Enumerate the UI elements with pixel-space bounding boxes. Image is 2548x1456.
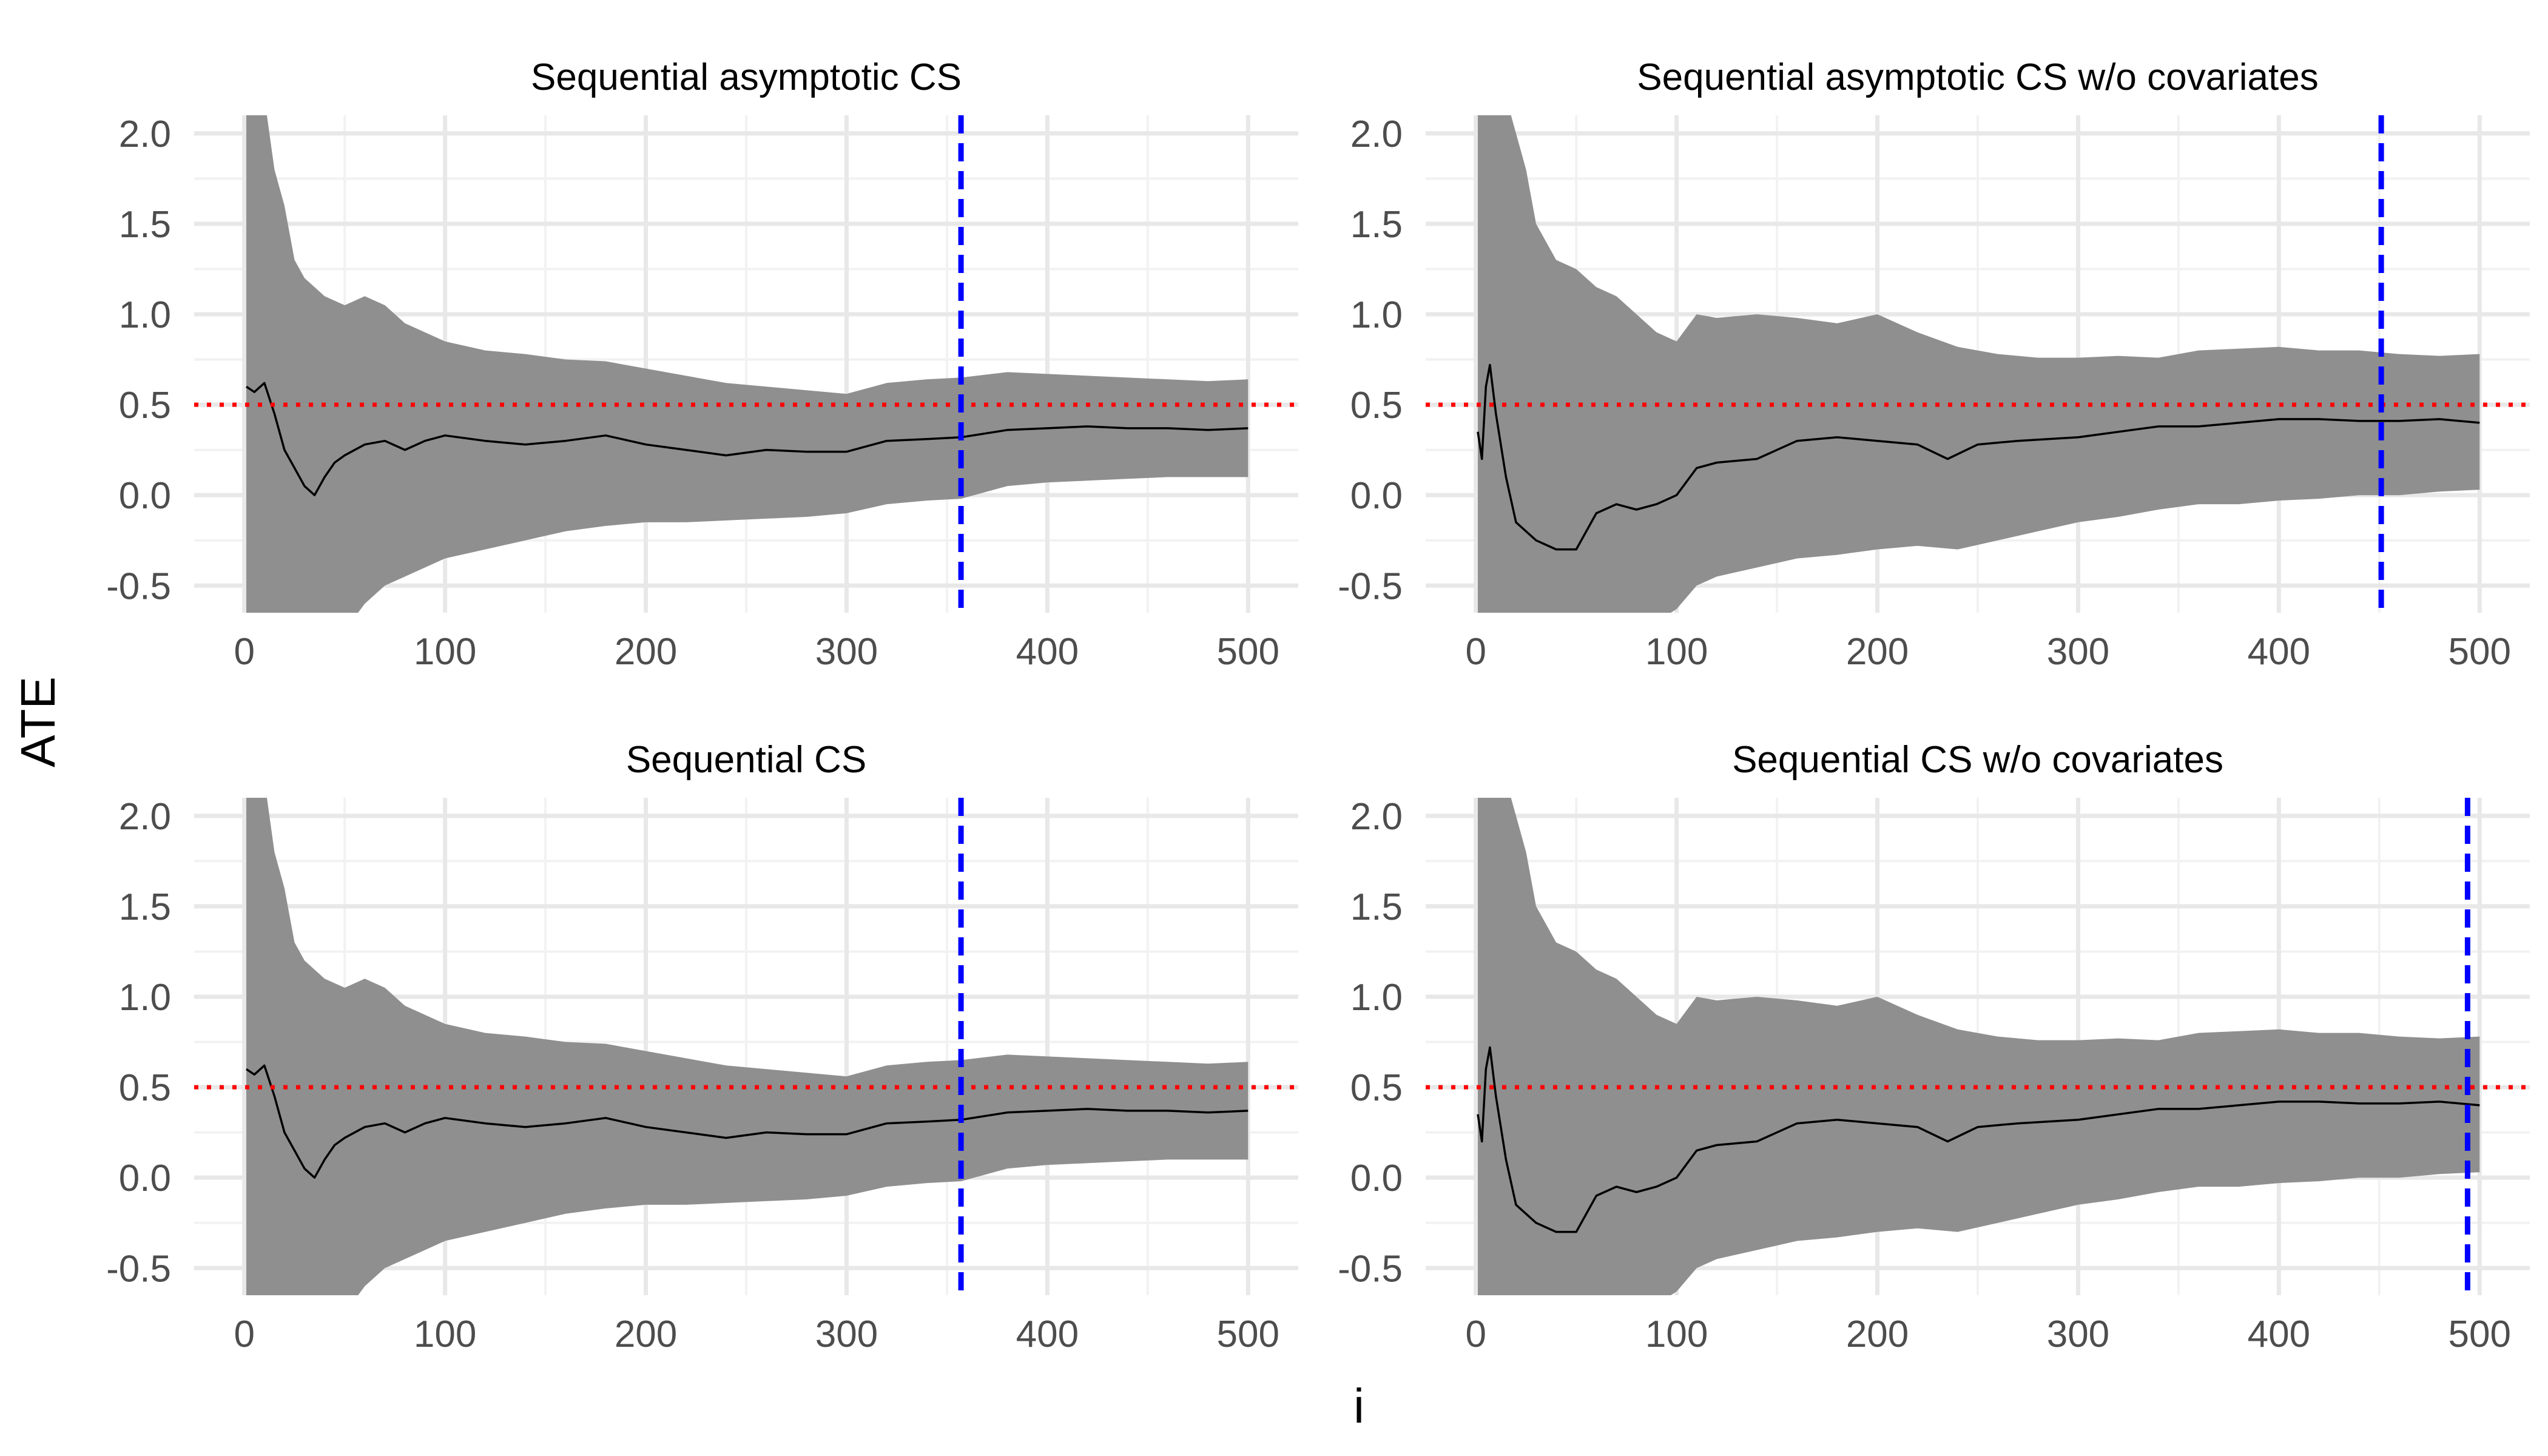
y-axis-label: ATE xyxy=(11,676,65,767)
y-tick-label: 2.0 xyxy=(119,796,171,838)
y-tick-label: 1.0 xyxy=(1350,294,1403,336)
y-tick-label: 1.0 xyxy=(1350,977,1403,1019)
estimate-line xyxy=(1477,363,2480,551)
y-tick-label: 1.5 xyxy=(1350,886,1403,928)
x-tick-label: 300 xyxy=(2047,631,2109,673)
x-tick-label: 400 xyxy=(1016,1313,1079,1355)
panel-3: Sequential CS 0 100 200 300 400 500 -0.5 0.0 0.5 1… xyxy=(106,739,1298,1355)
panel-title: Sequential CS w/o covariates xyxy=(1732,739,2223,781)
panel-4: Sequential CS w/o covariates 0 100 200 300 40… xyxy=(1338,739,2530,1355)
x-tick-label: 500 xyxy=(2449,1313,2511,1355)
x-tick-label: 100 xyxy=(414,1313,476,1355)
y-tick-label: 1.5 xyxy=(119,204,171,246)
estimate-line xyxy=(246,1064,1249,1179)
y-tick-label: -0.5 xyxy=(1338,1248,1403,1290)
x-tick-label: 0 xyxy=(1465,1313,1486,1355)
estimate-line xyxy=(246,382,1249,496)
estimate-line xyxy=(1477,1046,2480,1233)
panel-title: Sequential asymptotic CS xyxy=(531,56,962,98)
panel-title: Sequential asymptotic CS w/o covariates xyxy=(1637,56,2318,98)
x-tick-label: 400 xyxy=(1016,631,1079,673)
x-tick-label: 400 xyxy=(2248,1313,2310,1355)
x-tick-label: 100 xyxy=(414,631,476,673)
panel-plot-area xyxy=(194,115,1298,613)
panel-plot-area xyxy=(1426,798,2530,1295)
x-tick-label: 500 xyxy=(2449,631,2511,673)
panel-2: Sequential asymptotic CS w/o covariates 0… xyxy=(1338,56,2530,673)
y-tick-label: 0.0 xyxy=(1350,1158,1403,1199)
y-tick-label: 2.0 xyxy=(1350,113,1403,155)
y-tick-label: 0.0 xyxy=(1350,475,1403,517)
x-tick-label: 0 xyxy=(1465,631,1486,673)
y-tick-label: -0.5 xyxy=(1338,565,1403,607)
x-tick-label: 500 xyxy=(1217,1313,1279,1355)
y-tick-label: 1.0 xyxy=(119,977,171,1019)
x-tick-label: 0 xyxy=(234,1313,254,1355)
y-tick-label: 0.5 xyxy=(119,385,171,426)
x-tick-label: 100 xyxy=(1645,1313,1708,1355)
confidence-band xyxy=(246,115,1249,613)
x-tick-label: 200 xyxy=(615,1313,677,1355)
panel-1: Sequential asymptotic CS 0 100 200 300 400 500… xyxy=(106,56,1298,673)
x-tick-label: 200 xyxy=(1846,631,1909,673)
panel-plot-area xyxy=(1426,115,2530,613)
x-tick-label: 0 xyxy=(234,631,254,673)
y-tick-label: 2.0 xyxy=(1350,796,1403,838)
x-tick-label: 400 xyxy=(2248,631,2310,673)
panel-title: Sequential CS xyxy=(626,739,866,781)
y-tick-label: 0.0 xyxy=(119,1158,171,1199)
panels-group: Sequential asymptotic CS 0 100 200 300 400 500… xyxy=(106,56,2530,1355)
x-tick-label: 200 xyxy=(1846,1313,1909,1355)
x-tick-label: 500 xyxy=(1217,631,1279,673)
x-tick-label: 200 xyxy=(615,631,677,673)
x-axis-label: i xyxy=(1353,1379,1364,1433)
panel-plot-area xyxy=(194,798,1298,1295)
y-tick-label: 0.5 xyxy=(1350,385,1403,426)
x-tick-label: 300 xyxy=(815,1313,878,1355)
y-tick-label: -0.5 xyxy=(106,565,171,607)
y-tick-label: 0.5 xyxy=(119,1067,171,1109)
x-tick-label: 300 xyxy=(2047,1313,2109,1355)
y-tick-label: -0.5 xyxy=(106,1248,171,1290)
y-tick-label: 0.5 xyxy=(1350,1067,1403,1109)
y-tick-label: 2.0 xyxy=(119,113,171,155)
y-tick-label: 1.5 xyxy=(1350,204,1403,246)
y-tick-label: 1.0 xyxy=(119,294,171,336)
y-tick-label: 0.0 xyxy=(119,475,171,517)
confidence-band xyxy=(1478,798,2480,1295)
confidence-band xyxy=(1478,115,2480,613)
y-tick-label: 1.5 xyxy=(119,886,171,928)
confidence-band xyxy=(246,798,1249,1295)
x-tick-label: 300 xyxy=(815,631,878,673)
x-tick-label: 100 xyxy=(1645,631,1708,673)
